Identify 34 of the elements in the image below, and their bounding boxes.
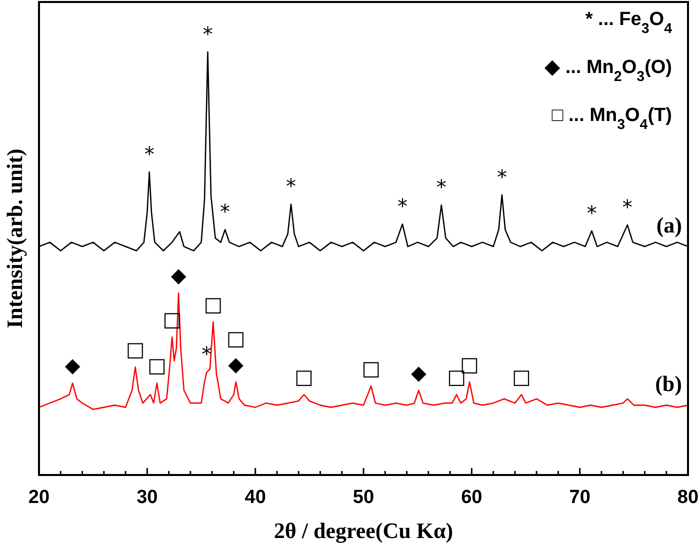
annotation: * bbox=[397, 194, 408, 218]
series-label: (b) bbox=[655, 371, 682, 396]
x-tick-label: 70 bbox=[569, 487, 590, 508]
annotation: □ bbox=[362, 356, 381, 380]
annotation: ◆ bbox=[170, 263, 187, 288]
annotation: □ bbox=[512, 364, 531, 389]
annotation: □ bbox=[147, 353, 166, 378]
annotation: ◆ bbox=[228, 352, 244, 376]
x-tick-label: 20 bbox=[28, 487, 50, 508]
annotation: * bbox=[220, 200, 230, 224]
series-label: (a) bbox=[656, 212, 682, 238]
annotation: □ bbox=[204, 292, 223, 316]
annotation: ◆ ... Mn$_{2}$O$_{3}$(O) bbox=[544, 57, 672, 85]
x-axis-title: 2θ / degree(Cu Kα) bbox=[274, 518, 454, 543]
annotation: □ bbox=[226, 326, 246, 350]
annotation: □ bbox=[126, 337, 145, 362]
x-tick-label: 80 bbox=[677, 487, 699, 508]
y-axis-title: Intensity(arb. unit) bbox=[2, 148, 27, 328]
annotation: * bbox=[144, 142, 154, 166]
annotation: * bbox=[436, 175, 446, 200]
x-tick-label: 50 bbox=[352, 487, 374, 508]
annotation: ◆ bbox=[410, 360, 427, 384]
x-tick-label: 40 bbox=[244, 487, 266, 508]
annotation: □ bbox=[294, 364, 314, 389]
annotation: * bbox=[202, 22, 213, 46]
annotation: * bbox=[622, 194, 632, 219]
x-tick-label: 30 bbox=[136, 487, 158, 508]
annotation: ◆ bbox=[64, 353, 81, 378]
annotation: * bbox=[496, 164, 507, 189]
text: * ... Fe$_{3}$O$_{4}$ bbox=[585, 9, 672, 37]
x-tick-label: 60 bbox=[461, 487, 482, 508]
annotation: * bbox=[286, 174, 296, 198]
annotation: □ ... Mn$_{3}$O$_{4}$(T) bbox=[552, 105, 672, 133]
annotation: * bbox=[586, 200, 597, 225]
